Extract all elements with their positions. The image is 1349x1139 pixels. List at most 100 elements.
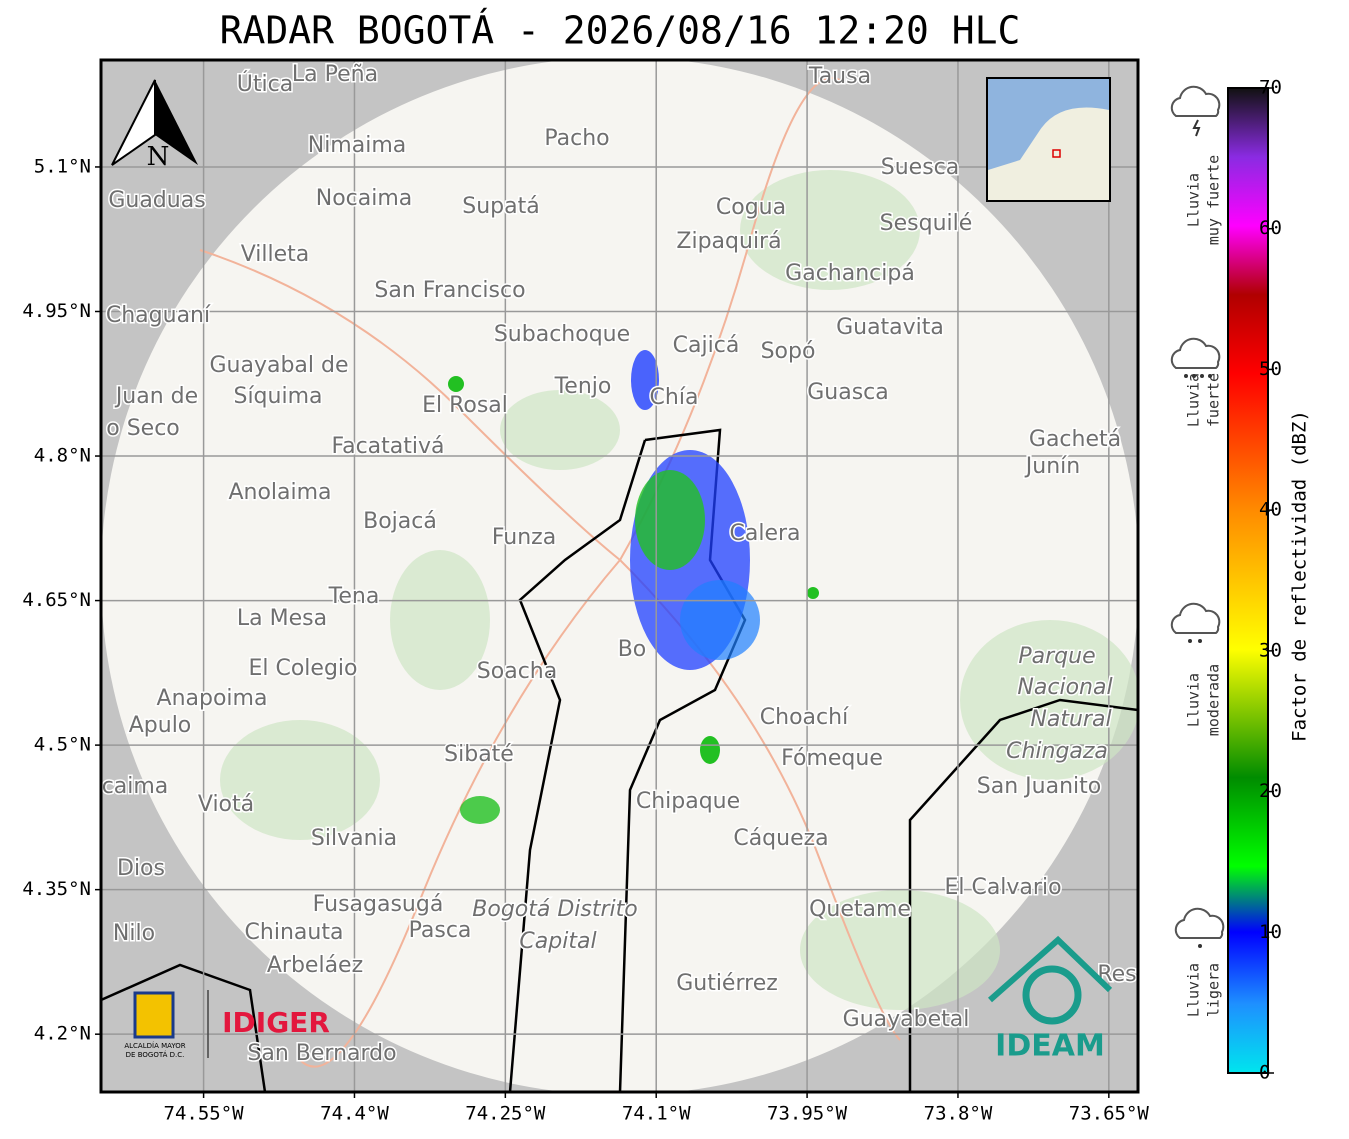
colorbar-tick-label: 50 [1259,358,1282,380]
place-label: Tenjo [554,374,612,399]
place-label: Chinauta [245,920,344,945]
place-label: Capital [519,929,596,954]
place-label: Facatativá [331,434,444,459]
place-label: Tena [328,584,380,609]
place-label: La Peña [292,62,378,87]
place-label: Nimaima [308,133,407,158]
place-label: caima [102,774,169,799]
place-label: Bojacá [363,509,437,534]
place-label: Viotá [198,792,254,817]
y-tick-label: 4.8°N [34,445,91,467]
colorbar-tick-label: 70 [1259,77,1282,99]
place-label: Sesquilé [880,211,973,236]
place-label: Chingaza [1006,739,1108,764]
place-label: Fusagasugá [313,892,444,917]
alcaldia-text: DE BOGOTÁ D.C. [126,1050,185,1059]
rain-level-label: moderada [1205,664,1223,736]
north-arrow: N [111,79,198,172]
place-label: Parque [1018,644,1095,669]
place-label: Soacha [477,659,557,684]
place-label: Silvania [311,826,397,851]
place-label: Gachetá [1029,427,1121,452]
axes: 5.1°N 4.95°N 4.8°N 4.65°N 4.5°N 4.35°N 4.2°N 74… [22,155,1149,1124]
place-label: Chía [650,385,699,410]
place-label: Cogua [716,195,786,220]
place-label: Bogotá Distrito [472,897,637,922]
idiger-logo: IDIGER [222,1006,330,1039]
ideam-logo: IDEAM [995,1029,1105,1064]
place-label: Síquima [233,384,322,409]
y-tick-label: 4.2°N [34,1023,91,1045]
place-label: Sibaté [444,742,514,767]
place-label: Guayabetal [843,1007,970,1032]
place-label: Nocaima [316,186,413,211]
x-tick-label: 73.8°W [924,1103,993,1125]
map-frame [99,58,1140,1094]
place-label: Guasca [807,380,889,405]
ideam-roof [988,935,1113,1003]
place-label: Guatavita [836,315,944,340]
place-label: Sopó [761,339,816,364]
place-label: Gachancipá [785,261,915,286]
rain-level-label: Lluvia [1185,173,1203,227]
rain-level-label: Lluvia [1185,673,1203,727]
place-label: Nilo [113,921,155,946]
alcaldia-text: ALCALDÍA MAYOR [124,1041,185,1050]
radar-echoes [448,350,819,824]
place-label: Calera [729,521,800,546]
place-label: Útica [237,71,293,97]
x-tick-label: 74.4°W [320,1103,389,1125]
colorbar-tick-label: 10 [1259,921,1282,943]
x-tick-label: 74.55°W [164,1103,245,1125]
north-label: N [147,142,170,172]
place-label: Funza [492,525,556,550]
graticule [101,60,1138,1092]
rain-level-label: Lluvia [1185,373,1203,427]
colorbar-tick-label: 0 [1259,1062,1270,1084]
place-label: Apulo [129,713,192,738]
place-label: Supatá [462,194,539,219]
place-label: San Juanito [977,774,1101,799]
rain-level-label: muy fuerte [1205,155,1223,245]
place-label: El Rosal [422,393,508,418]
radar-coverage [101,60,1138,1092]
place-label: Chipaque [636,789,740,814]
logos: ALCALDÍA MAYOR DE BOGOTÁ D.C. IDIGER IDE… [124,935,1113,1064]
place-label: San Bernardo [247,1041,396,1066]
colorbar-tick-label: 60 [1259,217,1282,239]
place-label: Choachí [760,705,849,730]
colorbar [1227,87,1269,1074]
place-label: Cajicá [673,333,740,358]
place-label: Nacional [1017,675,1112,700]
colorbar-tick-label: 40 [1259,499,1282,521]
place-label: Zipaquirá [676,229,781,254]
y-tick-label: 4.65°N [22,589,91,611]
place-label: Guayabal de [209,353,348,378]
title: RADAR BOGOTÁ - 2026/08/16 12:20 HLC [220,9,1021,53]
colorbar-tick-label: 30 [1259,639,1282,661]
place-label: El Calvario [944,875,1061,900]
x-tick-label: 74.25°W [465,1103,546,1125]
place-label: Tausa [808,64,871,89]
place-label: Anapoima [157,686,268,711]
colorbar-tick-label: 20 [1259,780,1282,802]
place-label: Natural [1030,707,1111,732]
place-label: El Colegio [248,656,357,681]
place-label: Quetame [809,897,911,922]
place-label: Bo [618,637,647,662]
place-label: San Francisco [374,278,525,303]
place-label: Junín [1024,454,1080,479]
colorbar-ticks: 0 10 20 30 40 50 60 70 [1259,77,1282,1084]
place-label: Pacho [544,126,609,151]
place-label: o Seco [106,416,180,441]
place-label: Cáqueza [733,826,828,851]
place-label: Pasca [409,918,472,943]
x-tick-label: 74.1°W [622,1103,691,1125]
place-label: Gutiérrez [676,971,778,996]
place-label: Villeta [241,242,310,267]
place-label: Res [1097,962,1136,987]
place-label: Anolaima [228,480,331,505]
